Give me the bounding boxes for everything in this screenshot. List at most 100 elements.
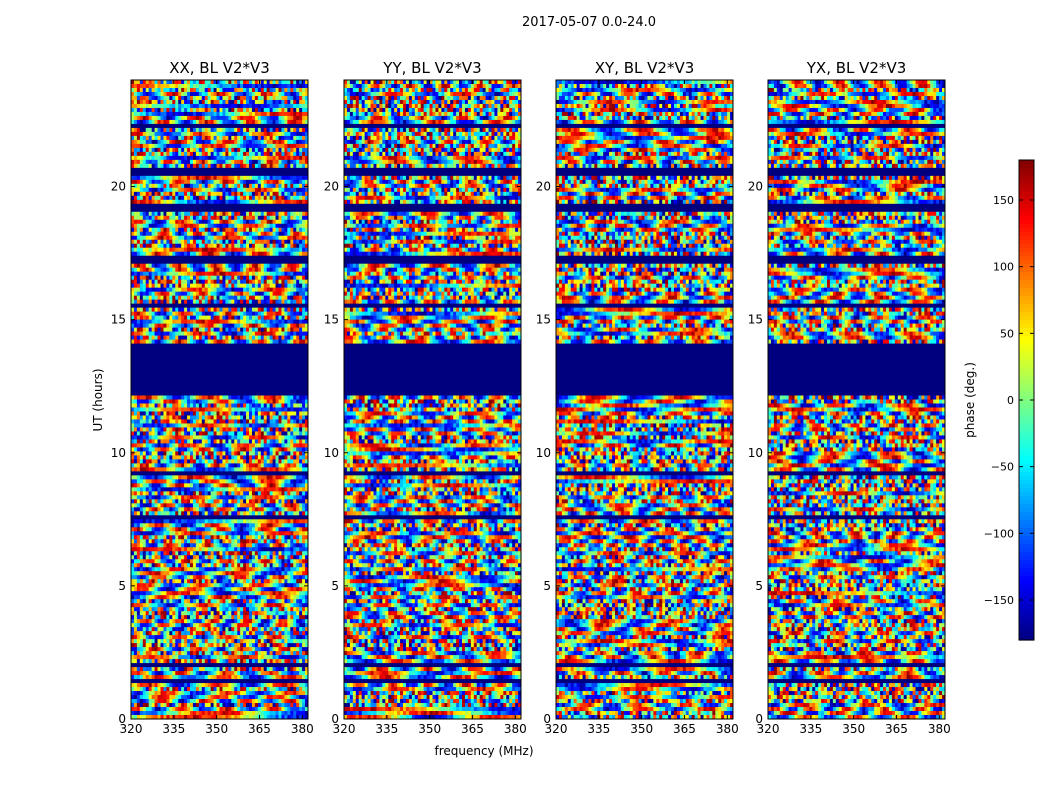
colorbar-step xyxy=(1019,268,1034,273)
colorbar-step xyxy=(1019,512,1034,517)
colorbar-step xyxy=(1019,216,1034,221)
y-axis-label: UT (hours) xyxy=(91,368,105,431)
y-tick-label: 20 xyxy=(111,180,126,194)
colorbar-step xyxy=(1019,240,1034,245)
colorbar-step xyxy=(1019,336,1034,341)
colorbar-step xyxy=(1019,580,1034,585)
colorbar-step xyxy=(1019,264,1034,269)
x-tick-label: 335 xyxy=(587,722,610,736)
y-tick-label: 10 xyxy=(324,446,339,460)
colorbar-step xyxy=(1019,420,1034,425)
x-tick-label: 320 xyxy=(757,722,780,736)
colorbar-step xyxy=(1019,320,1034,325)
colorbar-step xyxy=(1019,256,1034,261)
colorbar-step xyxy=(1019,432,1034,437)
colorbar-step xyxy=(1019,244,1034,249)
x-tick-label: 335 xyxy=(799,722,822,736)
colorbar-step xyxy=(1019,608,1034,613)
colorbar-step xyxy=(1019,488,1034,493)
y-tick-label: 0 xyxy=(331,712,339,726)
colorbar-step xyxy=(1019,456,1034,461)
x-tick-label: 365 xyxy=(885,722,908,736)
colorbar-step xyxy=(1019,428,1034,433)
colorbar-step xyxy=(1019,172,1034,177)
colorbar-step xyxy=(1019,300,1034,305)
y-tick-label: 0 xyxy=(755,712,763,726)
colorbar-step xyxy=(1019,304,1034,309)
y-tick-label: 15 xyxy=(111,313,126,327)
colorbar-step xyxy=(1019,340,1034,345)
colorbar-step xyxy=(1019,588,1034,593)
colorbar-tick-label: −100 xyxy=(984,527,1014,540)
x-tick-label: 365 xyxy=(248,722,271,736)
colorbar-step xyxy=(1019,436,1034,441)
colorbar-step xyxy=(1019,316,1034,321)
colorbar-step xyxy=(1019,632,1034,637)
colorbar-step xyxy=(1019,200,1034,205)
x-tick-label: 350 xyxy=(630,722,653,736)
colorbar-step xyxy=(1019,356,1034,361)
colorbar-step xyxy=(1019,584,1034,589)
colorbar-step xyxy=(1019,416,1034,421)
colorbar-step xyxy=(1019,616,1034,621)
panel-4: YX, BL V2*V3 320 335 350 365 380 0 5 10 15 20 xyxy=(748,59,951,736)
colorbar-step xyxy=(1019,536,1034,541)
colorbar-step xyxy=(1019,208,1034,213)
colorbar-step xyxy=(1019,508,1034,513)
colorbar-step xyxy=(1019,308,1034,313)
panel-title: YX, BL V2*V3 xyxy=(806,59,907,77)
colorbar-step xyxy=(1019,280,1034,285)
colorbar-step xyxy=(1019,448,1034,453)
colorbar-step xyxy=(1019,440,1034,445)
colorbar-step xyxy=(1019,388,1034,393)
x-tick-label: 350 xyxy=(418,722,441,736)
y-tick-label: 5 xyxy=(331,579,339,593)
colorbar-step xyxy=(1019,196,1034,201)
colorbar-step xyxy=(1019,192,1034,197)
y-tick-label: 0 xyxy=(543,712,551,726)
colorbar-step xyxy=(1019,548,1034,553)
colorbar-step xyxy=(1019,492,1034,497)
y-tick-label: 20 xyxy=(324,180,339,194)
colorbar-step xyxy=(1019,424,1034,429)
panel-title: XX, BL V2*V3 xyxy=(169,59,270,77)
x-tick-label: 320 xyxy=(333,722,356,736)
colorbar-step xyxy=(1019,600,1034,605)
colorbar-step xyxy=(1019,260,1034,265)
panel-frame xyxy=(555,79,734,720)
colorbar-step xyxy=(1019,212,1034,217)
phase-heatmap xyxy=(344,80,521,719)
phase-heatmap xyxy=(131,80,308,719)
y-tick-label: 5 xyxy=(118,579,126,593)
colorbar-step xyxy=(1019,384,1034,389)
phase-heatmap xyxy=(768,80,945,719)
colorbar-step xyxy=(1019,236,1034,241)
colorbar-step xyxy=(1019,444,1034,449)
colorbar-step xyxy=(1019,576,1034,581)
colorbar-step xyxy=(1019,328,1034,333)
y-tick-label: 15 xyxy=(536,313,551,327)
colorbar-step xyxy=(1019,476,1034,481)
colorbar-step xyxy=(1019,368,1034,373)
y-tick-label: 0 xyxy=(118,712,126,726)
panel-3: XY, BL V2*V3 320 335 350 365 380 0 5 10 15 20 xyxy=(536,59,739,736)
colorbar-step xyxy=(1019,496,1034,501)
colorbar-step xyxy=(1019,168,1034,173)
colorbar-tick-label: 0 xyxy=(1007,394,1014,407)
colorbar-step xyxy=(1019,532,1034,537)
colorbar-tick-label: 100 xyxy=(993,261,1014,274)
colorbar-step xyxy=(1019,392,1034,397)
y-tick-label: 10 xyxy=(748,446,763,460)
colorbar-step xyxy=(1019,176,1034,181)
colorbar-tick-label: 150 xyxy=(993,194,1014,207)
colorbar-step xyxy=(1019,500,1034,505)
colorbar-step xyxy=(1019,568,1034,573)
colorbar-step xyxy=(1019,364,1034,369)
colorbar-step xyxy=(1019,464,1034,469)
y-tick-label: 5 xyxy=(755,579,763,593)
colorbar-tick-label: 50 xyxy=(1000,327,1014,340)
x-tick-label: 380 xyxy=(504,722,527,736)
y-tick-label: 10 xyxy=(111,446,126,460)
colorbar-step xyxy=(1019,620,1034,625)
colorbar-step xyxy=(1019,220,1034,225)
